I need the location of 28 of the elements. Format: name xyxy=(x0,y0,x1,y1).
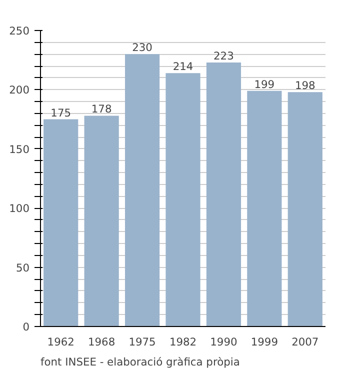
x-tick-label: 1999 xyxy=(250,336,278,348)
y-tick-label: 50 xyxy=(16,261,30,274)
bar xyxy=(124,54,160,326)
data-label: 175 xyxy=(50,106,72,120)
x-tick-label: 1962 xyxy=(47,336,74,348)
bar xyxy=(288,92,322,326)
x-tick-label: 1982 xyxy=(169,336,197,348)
bar xyxy=(44,119,78,326)
x-tick-label: 2007 xyxy=(292,336,319,348)
x-tick-label: 1968 xyxy=(88,336,116,348)
bar xyxy=(247,90,282,326)
bar xyxy=(166,73,200,326)
data-label: 230 xyxy=(132,41,153,54)
y-tick-label: 250 xyxy=(9,24,30,38)
data-label: 223 xyxy=(214,49,234,62)
data-label: 199 xyxy=(254,78,275,91)
y-tick-label: 150 xyxy=(9,142,30,156)
y-tick-label: 200 xyxy=(9,84,30,97)
data-label: 178 xyxy=(91,102,112,116)
data-label: 214 xyxy=(172,60,194,74)
y-tick-label: 100 xyxy=(9,202,30,216)
y-tick-label: 0 xyxy=(22,320,30,334)
x-tick-label: 1990 xyxy=(210,336,238,348)
x-tick-label: 1975 xyxy=(128,336,156,348)
bar xyxy=(206,62,242,326)
text: font INSEE - elaboració gràfica pròpia xyxy=(40,356,240,368)
bar xyxy=(84,116,119,326)
data-label: 198 xyxy=(294,79,316,92)
